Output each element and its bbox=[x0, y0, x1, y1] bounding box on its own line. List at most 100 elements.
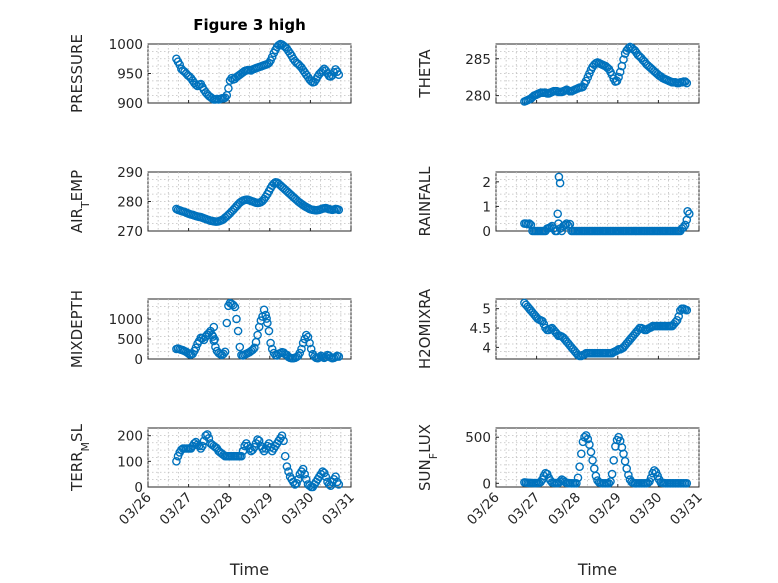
y-tick-label: 0 bbox=[134, 480, 143, 496]
data-point bbox=[253, 330, 262, 340]
data-point bbox=[682, 478, 692, 488]
data-point bbox=[303, 332, 313, 342]
y-tick-label: 100 bbox=[117, 454, 143, 470]
y-tick-label: 1000 bbox=[109, 37, 143, 53]
data-point bbox=[588, 455, 597, 465]
x-tick-label: 03/28 bbox=[545, 490, 584, 529]
data-point bbox=[301, 474, 311, 484]
x-axis-label: Time bbox=[229, 560, 269, 579]
data-point bbox=[210, 335, 219, 344]
y-tick-label: 1 bbox=[482, 199, 491, 215]
y-tick-label: 900 bbox=[117, 96, 143, 112]
y-tick-label: 500 bbox=[465, 430, 491, 446]
y-axis-label: H2OMIXRA bbox=[416, 288, 434, 369]
data-point bbox=[277, 431, 287, 441]
data-point bbox=[293, 474, 303, 484]
data-point bbox=[573, 473, 583, 483]
data-point bbox=[248, 345, 257, 355]
data-point bbox=[334, 205, 344, 215]
data-point bbox=[292, 478, 301, 488]
y-tick-label: 290 bbox=[117, 165, 143, 181]
data-point bbox=[619, 55, 628, 64]
y-tick-label: 950 bbox=[117, 67, 143, 83]
data-point bbox=[680, 220, 690, 230]
data-point bbox=[685, 209, 694, 219]
data-point bbox=[583, 434, 593, 444]
x-axis-label: Time bbox=[577, 560, 617, 579]
data-point bbox=[591, 471, 601, 481]
data-point bbox=[253, 435, 262, 444]
data-point bbox=[553, 209, 563, 219]
data-point bbox=[295, 348, 305, 358]
data-point bbox=[554, 172, 564, 182]
data-point bbox=[300, 469, 310, 479]
data-point bbox=[586, 447, 596, 457]
y-axis-label: PRESSURE bbox=[68, 34, 86, 113]
x-tick-label: 03/31 bbox=[667, 490, 706, 529]
data-point bbox=[262, 314, 271, 323]
x-tick-label: 03/27 bbox=[505, 490, 544, 529]
y-tick-label: 285 bbox=[465, 52, 491, 68]
pressure-panel: 900 950 1000 PRESSURE Figure 3 high bbox=[68, 16, 352, 113]
data-point bbox=[230, 302, 240, 312]
data-point bbox=[331, 352, 340, 362]
data-point bbox=[577, 449, 586, 459]
data-point bbox=[680, 77, 690, 86]
data-series bbox=[172, 39, 344, 104]
x-tick-label: 03/28 bbox=[197, 490, 236, 529]
y-tick-label: 500 bbox=[117, 332, 143, 348]
y-tick-label: 0 bbox=[134, 352, 143, 368]
h2omixra-panel: 4 4.5 5 H2OMIXRA bbox=[416, 288, 700, 369]
data-point bbox=[301, 330, 311, 340]
data-series bbox=[520, 431, 692, 488]
data-point bbox=[263, 318, 272, 328]
data-point bbox=[334, 352, 344, 361]
data-point bbox=[219, 349, 228, 359]
data-point bbox=[321, 472, 331, 482]
data-point bbox=[191, 343, 201, 353]
y-axis-label: RAINFALL bbox=[416, 166, 434, 237]
data-point bbox=[624, 470, 633, 480]
y-axis-label: AIRTEMP bbox=[68, 170, 92, 233]
data-point bbox=[202, 430, 212, 439]
grid bbox=[147, 299, 352, 359]
data-point bbox=[674, 312, 684, 321]
y-axis-label: THETA bbox=[416, 49, 434, 99]
data-point bbox=[284, 467, 293, 476]
data-point bbox=[298, 464, 308, 474]
data-point bbox=[614, 72, 623, 82]
data-point bbox=[334, 70, 344, 79]
data-point bbox=[254, 436, 264, 446]
rainfall-panel: 0 1 2 RAINFALL bbox=[416, 166, 700, 240]
data-series bbox=[172, 298, 344, 363]
data-point bbox=[607, 469, 617, 479]
y-tick-label: 1000 bbox=[109, 312, 143, 328]
data-point bbox=[266, 338, 275, 348]
air-temp-panel: 270 280 290 AIRTEMP bbox=[68, 165, 352, 240]
y-tick-label: 280 bbox=[117, 195, 143, 211]
grid bbox=[495, 172, 700, 231]
data-point bbox=[232, 314, 241, 324]
data-point bbox=[306, 344, 316, 354]
data-point bbox=[282, 462, 292, 471]
y-tick-label: 0 bbox=[482, 476, 491, 492]
x-tick-label: 03/29 bbox=[238, 490, 277, 529]
data-point bbox=[604, 478, 614, 488]
data-point bbox=[235, 342, 245, 352]
data-point bbox=[222, 318, 232, 328]
data-point bbox=[220, 347, 230, 357]
data-point bbox=[237, 451, 246, 461]
x-tick-label: 03/31 bbox=[319, 490, 358, 529]
data-point bbox=[331, 472, 340, 482]
data-point bbox=[560, 220, 570, 230]
data-point bbox=[228, 300, 238, 310]
data-point bbox=[615, 67, 625, 77]
x-tick-label: 03/30 bbox=[278, 490, 317, 529]
y-axis-label: TERRMSL bbox=[68, 423, 92, 492]
x-tick-label: 03/29 bbox=[586, 490, 625, 529]
data-point bbox=[609, 455, 619, 465]
y-tick-label: 200 bbox=[117, 429, 143, 445]
data-point bbox=[250, 343, 259, 353]
